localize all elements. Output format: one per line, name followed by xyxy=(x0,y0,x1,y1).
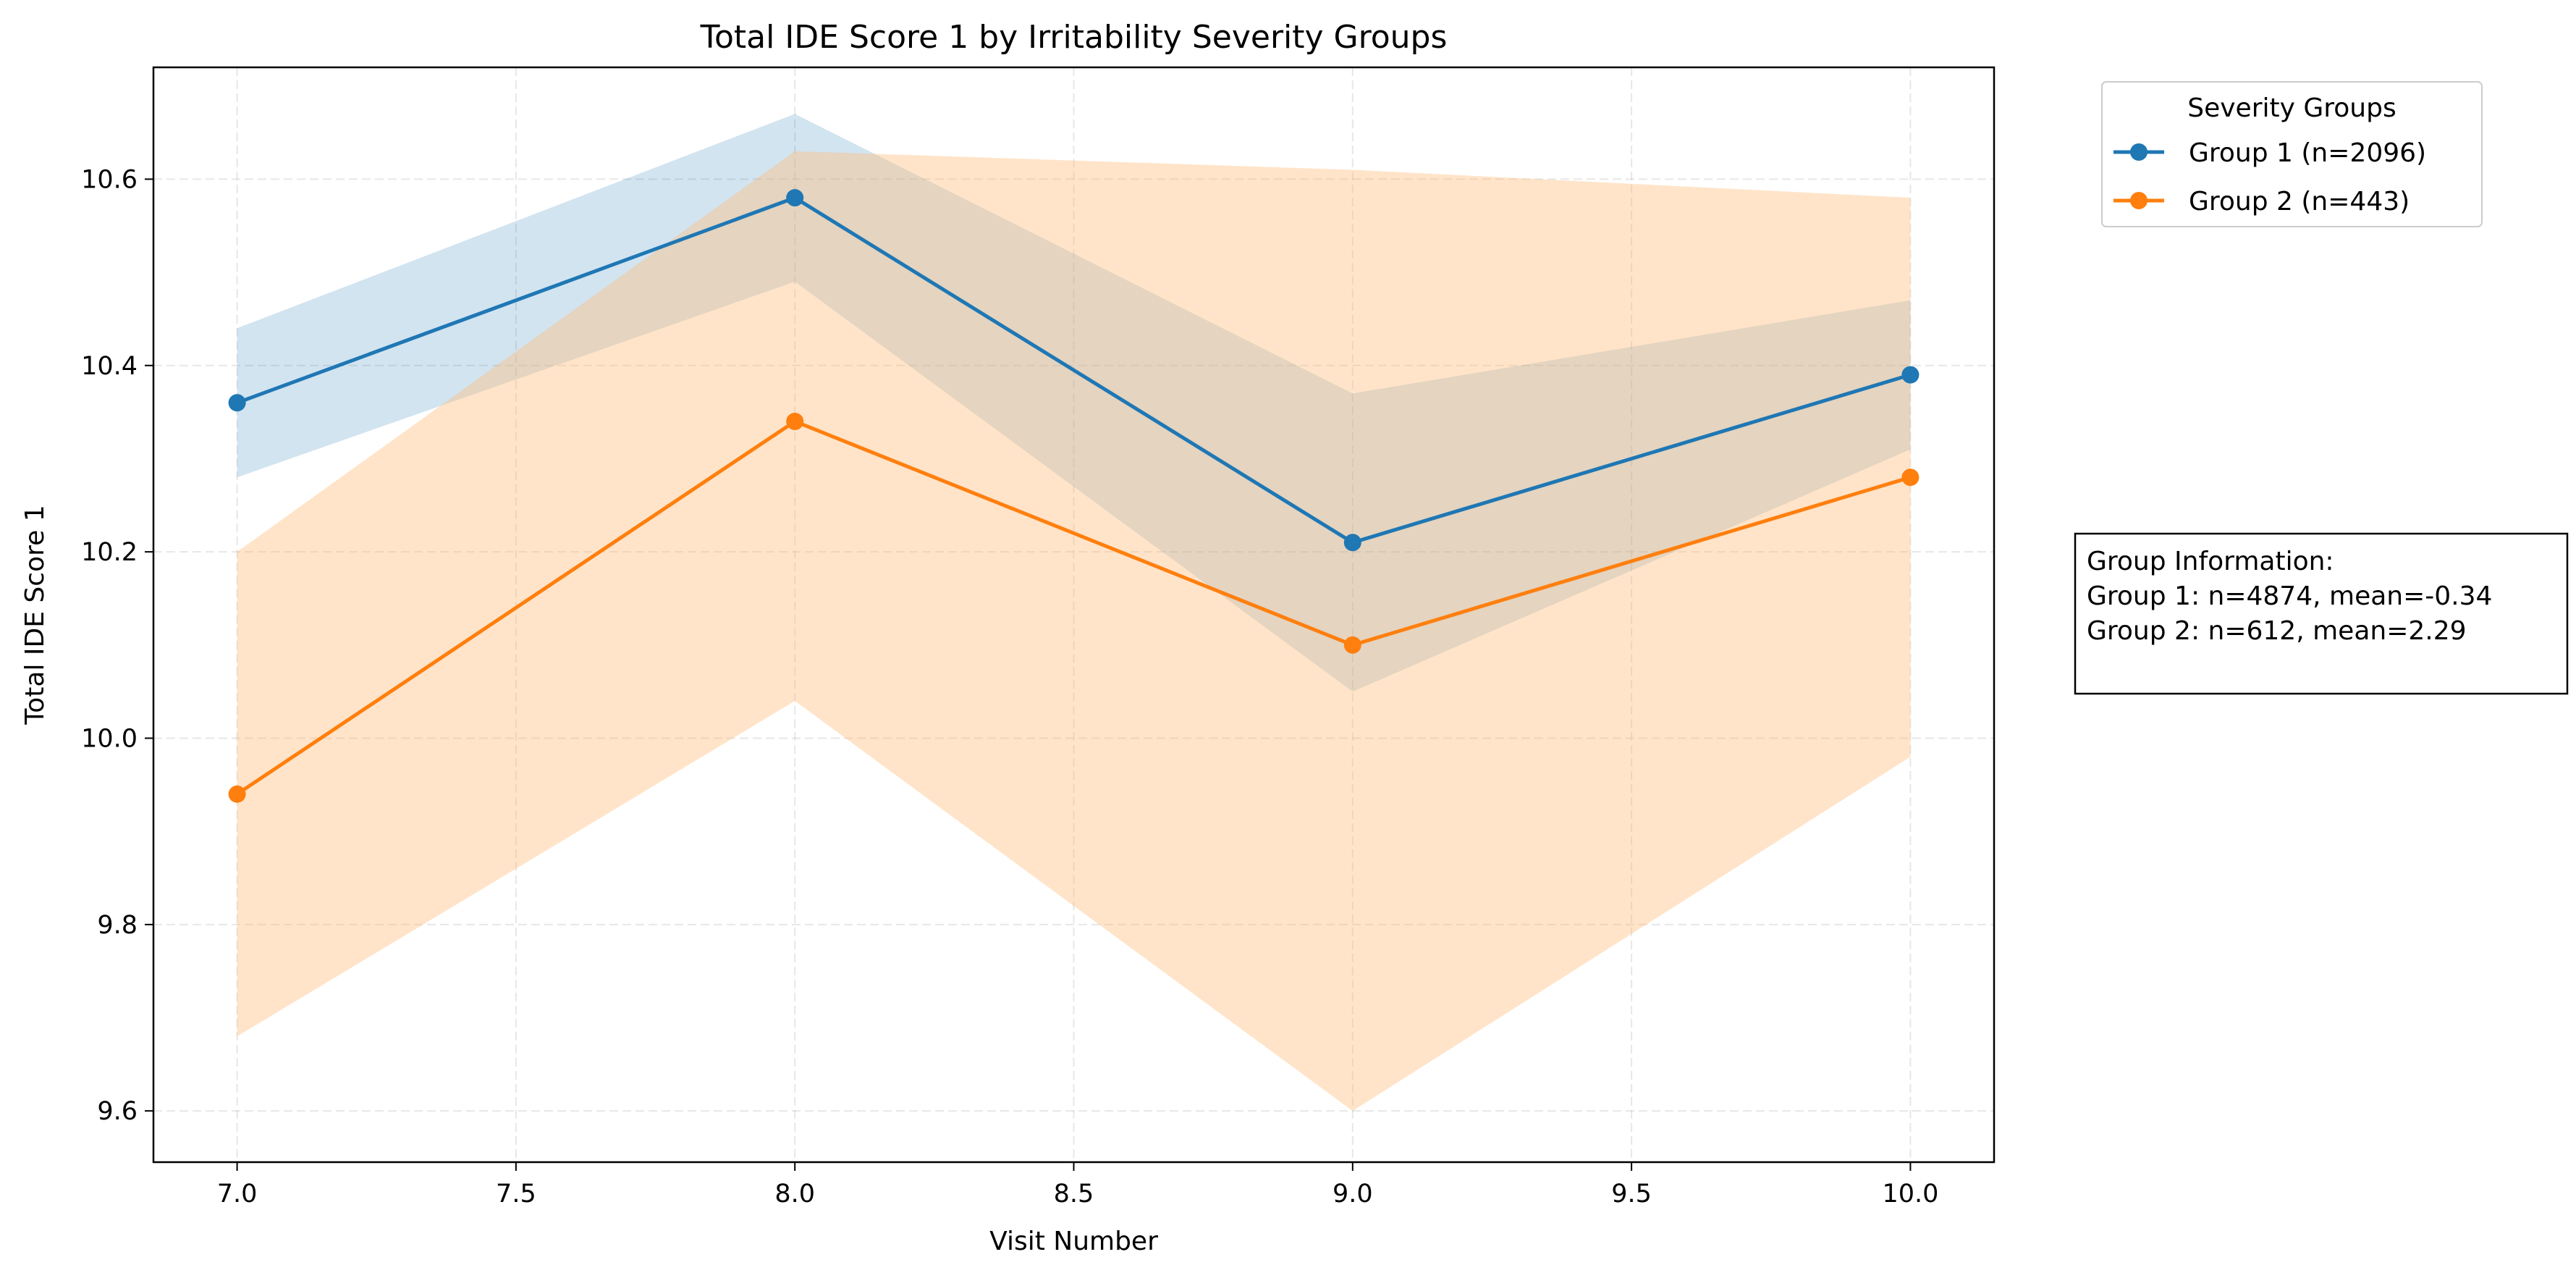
grid xyxy=(153,67,1994,1162)
x-tick-label: 8.0 xyxy=(774,1180,815,1208)
point-series-2 xyxy=(1901,468,1920,487)
y-axis-label: Total IDE Score 1 xyxy=(20,505,50,725)
x-tick-label: 8.5 xyxy=(1054,1180,1094,1208)
y-tick-label: 10.0 xyxy=(81,725,138,754)
confidence-bands xyxy=(237,114,1911,1111)
point-series-1 xyxy=(1343,534,1361,552)
y-tick-label: 9.8 xyxy=(97,911,138,940)
point-series-1 xyxy=(786,189,804,207)
group-info-box: Group Information: Group 1: n=4874, mean… xyxy=(2074,532,2569,695)
x-tick-label: 7.5 xyxy=(496,1180,536,1208)
legend-marker-swatch xyxy=(2130,192,2148,209)
y-tick-label: 10.4 xyxy=(81,352,138,381)
x-tick-label: 10.0 xyxy=(1882,1180,1938,1208)
info-box-group-1: Group 1: n=4874, mean=-0.34 xyxy=(2087,581,2492,611)
info-box-group-2: Group 2: n=612, mean=2.29 xyxy=(2087,616,2467,646)
legend-entries: Group 1 (n=2096) Group 2 (n=443) xyxy=(2113,138,2426,216)
line-series-2 xyxy=(236,419,1912,796)
point-series-1 xyxy=(1901,366,1920,384)
x-axis-ticks: 7.0 7.5 8.0 8.5 9.0 9.5 10.0 xyxy=(217,1162,1938,1208)
x-tick-label: 9.0 xyxy=(1333,1180,1373,1208)
line-series-1 xyxy=(236,196,1912,545)
x-tick-label: 9.5 xyxy=(1611,1180,1652,1208)
y-tick-label: 9.6 xyxy=(97,1097,138,1126)
legend-box xyxy=(2101,81,2483,227)
y-tick-label: 10.6 xyxy=(81,165,138,194)
series-lines xyxy=(228,189,1920,803)
chart-title: Total IDE Score 1 by Irritability Severi… xyxy=(700,19,1448,56)
legend-entry-2: Group 2 (n=443) xyxy=(2113,187,2410,216)
info-box-frame xyxy=(2074,532,2569,695)
legend-label: Group 1 (n=2096) xyxy=(2189,138,2426,168)
y-tick-label: 10.2 xyxy=(81,538,138,567)
legend-entry-1: Group 1 (n=2096) xyxy=(2113,138,2426,168)
legend-title: Severity Groups xyxy=(2187,93,2396,123)
legend: Severity Groups Group 1 (n=2096) Group 2 … xyxy=(2101,81,2483,227)
x-tick-label: 7.0 xyxy=(217,1180,258,1208)
point-series-1 xyxy=(228,394,246,412)
band-series-1 xyxy=(237,114,1911,692)
legend-label: Group 2 (n=443) xyxy=(2189,187,2410,216)
point-series-2 xyxy=(1343,636,1361,654)
y-axis-ticks: 9.6 9.8 10.0 10.2 10.4 10.6 xyxy=(81,165,153,1126)
legend-marker-swatch xyxy=(2130,143,2148,161)
x-axis-label: Visit Number xyxy=(989,1227,1158,1256)
info-box-heading: Group Information: xyxy=(2087,547,2334,576)
point-series-2 xyxy=(228,785,246,803)
band-series-2 xyxy=(237,151,1911,1111)
point-series-2 xyxy=(786,412,804,430)
